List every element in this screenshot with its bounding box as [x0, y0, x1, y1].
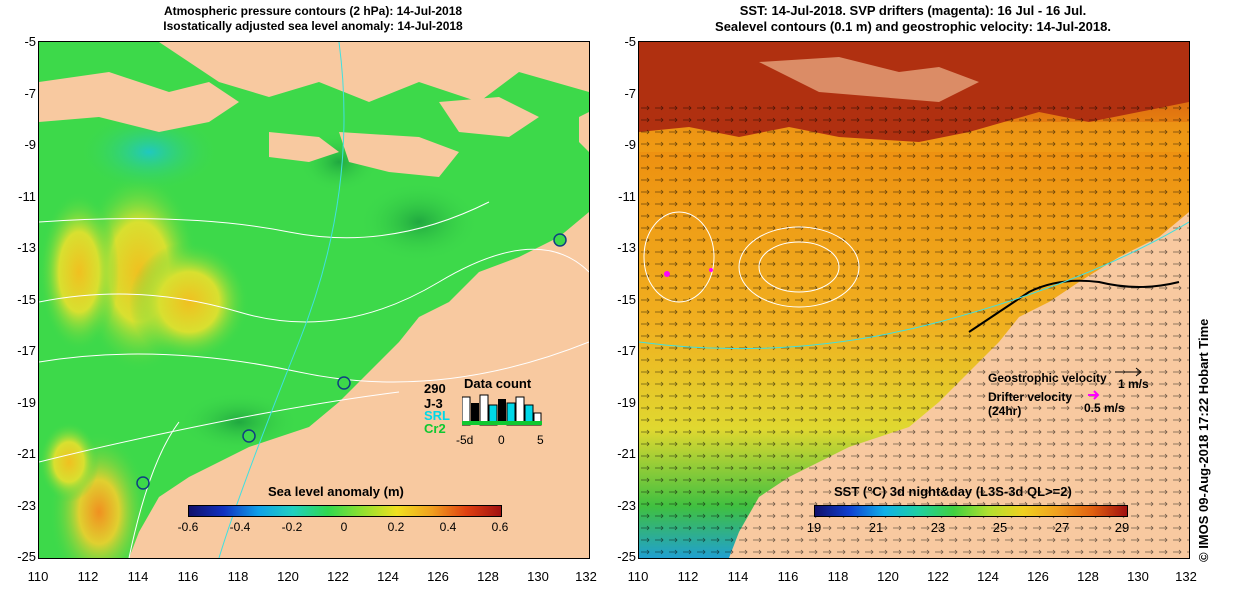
sla-colorbar — [188, 505, 502, 517]
sla-colorbar-tick: 0.2 — [387, 520, 405, 534]
right-x-tick: 124 — [977, 569, 999, 584]
left-x-tick: 126 — [427, 569, 449, 584]
left-title-line1: Atmospheric pressure contours (2 hPa): 1… — [163, 4, 463, 18]
sla-colorbar-tick: 0.6 — [491, 520, 509, 534]
sea-level-anomaly-map — [38, 41, 590, 559]
left-x-tick: 128 — [477, 569, 499, 584]
sla-map-graphic — [39, 42, 589, 558]
right-y-tick: -13 — [617, 240, 636, 255]
left-y-tick: -21 — [17, 446, 36, 461]
right-y-tick: -5 — [624, 34, 636, 49]
left-y-tick: -17 — [17, 343, 36, 358]
left-y-tick: -25 — [17, 549, 36, 564]
right-x-tick: 116 — [777, 569, 799, 584]
satellite-srl: SRL — [424, 408, 450, 423]
left-x-tick: 130 — [527, 569, 549, 584]
left-x-tick: 124 — [377, 569, 399, 584]
right-y-tick: -17 — [617, 343, 636, 358]
left-x-tick: 114 — [127, 569, 149, 584]
left-y-tick: -13 — [17, 240, 36, 255]
sla-colorbar-tick: 0.4 — [439, 520, 457, 534]
satellite-cr2: Cr2 — [424, 421, 446, 436]
left-x-tick: 132 — [575, 569, 597, 584]
right-y-tick: -9 — [624, 137, 636, 152]
sla-colorbar-tick: -0.2 — [281, 520, 303, 534]
sla-colorbar-title: Sea level anomaly (m) — [268, 484, 404, 499]
right-x-tick: 110 — [627, 569, 649, 584]
right-y-tick: -25 — [617, 549, 636, 564]
right-x-tick: 130 — [1127, 569, 1149, 584]
data-count-number: 290 — [424, 381, 446, 396]
sst-colorbar-tick: 27 — [1054, 520, 1070, 535]
sla-colorbar-tick: -0.6 — [177, 520, 199, 534]
left-x-tick: 110 — [27, 569, 49, 584]
right-x-tick: 118 — [827, 569, 849, 584]
right-y-tick: -11 — [618, 189, 636, 204]
sst-colorbar-tick: 19 — [806, 520, 822, 535]
sst-colorbar-tick: 25 — [992, 520, 1008, 535]
left-y-tick: -15 — [17, 292, 36, 307]
data-count-histogram — [462, 394, 542, 426]
left-x-tick: 116 — [177, 569, 199, 584]
right-x-tick: 126 — [1027, 569, 1049, 584]
sla-colorbar-tick: -0.4 — [229, 520, 251, 534]
sst-colorbar-tick: 23 — [930, 520, 946, 535]
right-y-tick: -7 — [624, 86, 636, 101]
right-x-tick: 122 — [927, 569, 949, 584]
left-y-tick: -9 — [24, 137, 36, 152]
right-y-tick: -23 — [617, 498, 636, 513]
left-x-tick: 122 — [327, 569, 349, 584]
geostrophic-arrow-icon — [1115, 367, 1142, 377]
data-count-axis-end: 5 — [537, 433, 544, 447]
right-title-line1: SST: 14-Jul-2018. SVP drifters (magenta)… — [739, 3, 1087, 18]
right-title-line2: Sealevel contours (0.1 m) and geostrophi… — [715, 19, 1111, 34]
left-title-line2: Isostatically adjusted sea level anomaly… — [163, 19, 463, 33]
sst-colorbar — [814, 505, 1128, 517]
left-x-tick: 112 — [77, 569, 99, 584]
data-count-axis-mid: 0 — [498, 433, 505, 447]
right-x-tick: 128 — [1077, 569, 1099, 584]
drifter-arrow-icon — [1088, 390, 1100, 400]
right-y-tick: -19 — [617, 395, 636, 410]
left-y-tick: -11 — [18, 189, 36, 204]
left-x-tick: 120 — [277, 569, 299, 584]
drifter-velocity-value: 0.5 m/s — [1084, 401, 1125, 415]
sla-colorbar-tick: 0 — [340, 520, 348, 534]
right-y-tick: -21 — [617, 446, 636, 461]
right-y-tick: -15 — [617, 292, 636, 307]
data-count-axis-start: -5d — [456, 433, 474, 447]
imos-credit-label: © IMOS 09-Aug-2018 17:22 Hobart Time — [1196, 318, 1211, 562]
left-y-tick: -7 — [24, 86, 36, 101]
right-x-tick: 114 — [727, 569, 749, 584]
sst-colorbar-tick: 29 — [1114, 520, 1130, 535]
sst-colorbar-tick: 21 — [868, 520, 884, 535]
geostrophic-velocity-value: 1 m/s — [1118, 377, 1149, 391]
drifter-velocity-label: Drifter velocity — [988, 390, 1073, 404]
sst-map — [638, 41, 1190, 559]
left-y-tick: -23 — [17, 498, 36, 513]
right-x-tick: 132 — [1175, 569, 1197, 584]
sst-map-graphic — [639, 42, 1189, 558]
left-x-tick: 118 — [227, 569, 249, 584]
geostrophic-velocity-label: Geostrophic velocity — [988, 371, 1107, 385]
right-x-tick: 112 — [677, 569, 699, 584]
sst-colorbar-title: SST (°C) 3d night&day (L3S-3d QL>=2) — [834, 484, 1072, 499]
right-x-tick: 120 — [877, 569, 899, 584]
satellite-j3: J-3 — [424, 396, 443, 411]
left-y-tick: -19 — [17, 395, 36, 410]
drifter-velocity-sub: (24hr) — [988, 404, 1022, 418]
left-y-tick: -5 — [24, 34, 36, 49]
data-count-title: Data count — [464, 376, 532, 391]
